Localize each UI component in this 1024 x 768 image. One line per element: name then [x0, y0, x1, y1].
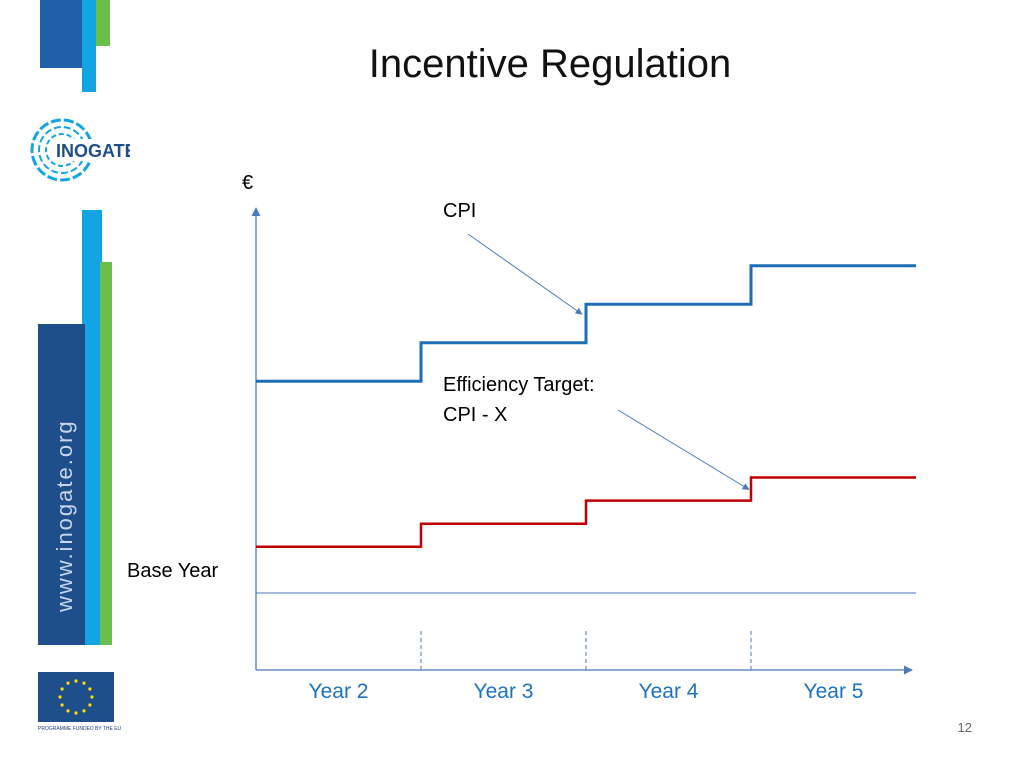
sidebar-bar-light-mid: [82, 210, 102, 645]
annotation-efficiency-line-1: Efficiency Target:: [443, 374, 595, 396]
series-line-cpi: [256, 264, 916, 383]
eu-star: [74, 711, 78, 715]
eu-star: [66, 681, 70, 685]
sidebar-bar-green-top: [96, 0, 110, 46]
x-tick-label: Year 2: [308, 680, 369, 703]
sidebar-bar-navy: [38, 324, 85, 645]
eu-star: [90, 695, 94, 699]
sidebar-bar-green-mid: [100, 262, 112, 645]
website-text: www.inogate.org: [52, 419, 77, 613]
eu-caption: PROGRAMME FUNDED BY THE EU: [38, 726, 122, 732]
eu-flag: [38, 672, 114, 722]
page-number: 12: [957, 720, 972, 735]
efficiency-annotation-arrow: [617, 409, 750, 490]
sidebar-bar-dark-top: [40, 0, 82, 68]
annotation-cpi: CPI: [443, 200, 477, 222]
base-year-label: Base Year: [127, 560, 219, 582]
cpi-annotation-arrow: [467, 233, 583, 315]
eu-star: [66, 709, 70, 713]
eu-star: [88, 703, 92, 707]
eu-star: [88, 687, 92, 691]
eu-star: [82, 709, 86, 713]
eu-star: [60, 703, 64, 707]
page-title: Incentive Regulation: [368, 42, 732, 86]
eu-star: [60, 687, 64, 691]
x-tick-label: Year 5: [803, 680, 864, 703]
eu-star: [58, 695, 62, 699]
logo-text: INOGATE: [56, 141, 130, 161]
sidebar-decoration: INOGATE www.inogate.org: [30, 0, 130, 722]
eu-star: [82, 681, 86, 685]
sidebar-bar-light-top: [82, 0, 96, 92]
y-axis-label: €: [242, 172, 254, 194]
inogate-logo: INOGATE: [30, 118, 130, 182]
x-tick-label: Year 4: [638, 680, 699, 703]
x-tick-label: Year 3: [473, 680, 534, 703]
eu-star: [74, 679, 78, 683]
annotation-efficiency-line-2: CPI - X: [443, 404, 508, 426]
series-line-efficiency-target: [256, 476, 916, 549]
